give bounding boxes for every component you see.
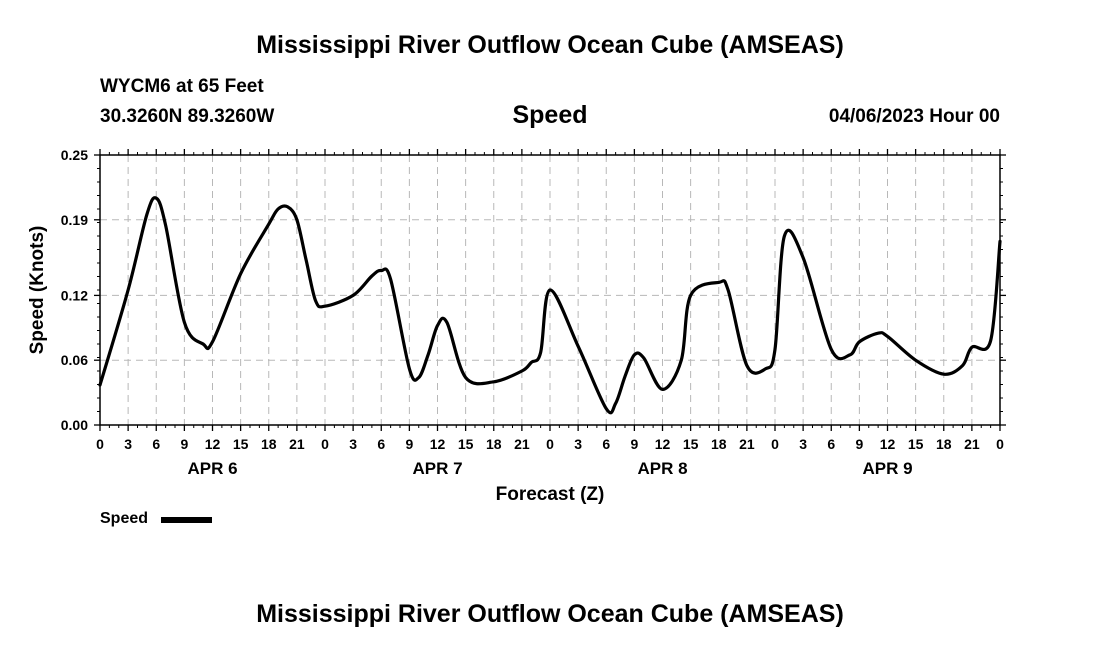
x-tick-label: 6 [152,436,160,452]
x-axis-day-labels: APR 6 APR 7 APR 8 APR 9 [187,459,912,478]
station-label: WYCM6 at 65 Feet [100,76,264,97]
x-axis-label: Forecast (Z) [496,484,605,505]
y-axis-tick-labels: 0.00 0.06 0.12 0.19 0.25 [61,147,88,433]
x-tick-label: 21 [964,436,980,452]
x-tick-label: 3 [349,436,357,452]
x-tick-label: 18 [936,436,952,452]
y-axis-label: Speed (Knots) [27,226,48,355]
y-tick-label: 0.25 [61,147,88,163]
x-tick-label: 12 [880,436,896,452]
day-label: APR 6 [187,459,237,478]
x-tick-label: 3 [574,436,582,452]
y-tick-label: 0.19 [61,212,88,228]
day-label: APR 9 [862,459,912,478]
x-tick-label: 21 [739,436,755,452]
x-tick-label: 0 [996,436,1004,452]
day-label: APR 7 [412,459,462,478]
x-axis-tick-labels: 0 3 6 9 12 15 18 21 0 3 6 9 12 15 18 21 0 3 6 9 12 15 18 21 0 3 6 9… [96,436,1004,452]
x-tick-label: 15 [683,436,699,452]
chart-main-title: Mississippi River Outflow Ocean Cube (AM… [256,31,844,59]
x-tick-label: 0 [96,436,104,452]
plot-area-frame [99,154,1001,426]
x-tick-label: 6 [377,436,385,452]
station-coordinates: 30.3260N 89.3260W [100,106,275,127]
forecast-datetime: 04/06/2023 Hour 00 [828,106,1000,127]
speed-chart: 0.00 0.06 0.12 0.19 0.25 0 3 6 9 12 15 18 21 0 3 6 9 12 1… [27,147,1006,505]
x-tick-label: 18 [486,436,502,452]
x-tick-label: 9 [405,436,413,452]
legend-label: Speed [100,510,149,527]
variable-title: Speed [512,101,588,129]
x-tick-label: 12 [655,436,671,452]
y-tick-label: 0.00 [61,417,88,433]
x-tick-label: 6 [827,436,835,452]
x-tick-label: 15 [458,436,474,452]
x-tick-label: 12 [430,436,446,452]
x-tick-label: 18 [261,436,277,452]
x-tick-label: 12 [205,436,221,452]
x-tick-label: 0 [771,436,779,452]
x-tick-label: 15 [233,436,249,452]
x-tick-label: 6 [602,436,610,452]
day-label: APR 8 [637,459,687,478]
x-tick-label: 9 [630,436,638,452]
y-tick-label: 0.06 [61,352,88,368]
x-tick-label: 0 [546,436,554,452]
speed-series-line [98,196,1002,415]
x-tick-label: 9 [855,436,863,452]
x-tick-label: 15 [908,436,924,452]
x-tick-label: 0 [321,436,329,452]
footer-title: Mississippi River Outflow Ocean Cube (AM… [256,600,844,628]
legend-swatch [161,517,212,523]
x-tick-label: 9 [180,436,188,452]
x-tick-label: 3 [124,436,132,452]
x-tick-label: 3 [799,436,807,452]
x-tick-label: 21 [514,436,530,452]
y-tick-label: 0.12 [61,287,88,303]
x-tick-label: 21 [289,436,305,452]
x-tick-label: 18 [711,436,727,452]
